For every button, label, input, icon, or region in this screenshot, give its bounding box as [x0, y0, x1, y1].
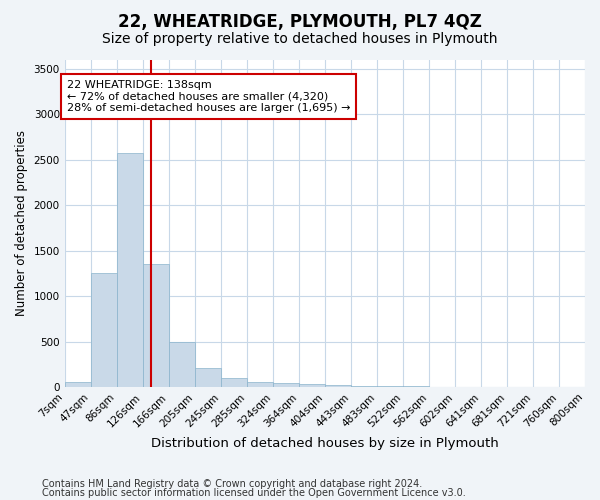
- Bar: [272, 384, 299, 387]
- Y-axis label: Number of detached properties: Number of detached properties: [15, 130, 28, 316]
- Bar: [143, 264, 169, 387]
- Text: Size of property relative to detached houses in Plymouth: Size of property relative to detached ho…: [102, 32, 498, 46]
- Bar: [116, 152, 143, 387]
- Bar: [169, 342, 194, 387]
- Bar: [91, 274, 116, 387]
- Bar: [65, 382, 91, 387]
- Bar: [351, 386, 377, 387]
- Bar: [299, 384, 325, 387]
- Text: 22, WHEATRIDGE, PLYMOUTH, PL7 4QZ: 22, WHEATRIDGE, PLYMOUTH, PL7 4QZ: [118, 12, 482, 30]
- X-axis label: Distribution of detached houses by size in Plymouth: Distribution of detached houses by size …: [151, 437, 499, 450]
- Text: 22 WHEATRIDGE: 138sqm
← 72% of detached houses are smaller (4,320)
28% of semi-d: 22 WHEATRIDGE: 138sqm ← 72% of detached …: [67, 80, 350, 113]
- Bar: [194, 368, 221, 387]
- Bar: [221, 378, 247, 387]
- Bar: [325, 385, 351, 387]
- Bar: [247, 382, 272, 387]
- Text: Contains HM Land Registry data © Crown copyright and database right 2024.: Contains HM Land Registry data © Crown c…: [42, 479, 422, 489]
- Bar: [377, 386, 403, 387]
- Text: Contains public sector information licensed under the Open Government Licence v3: Contains public sector information licen…: [42, 488, 466, 498]
